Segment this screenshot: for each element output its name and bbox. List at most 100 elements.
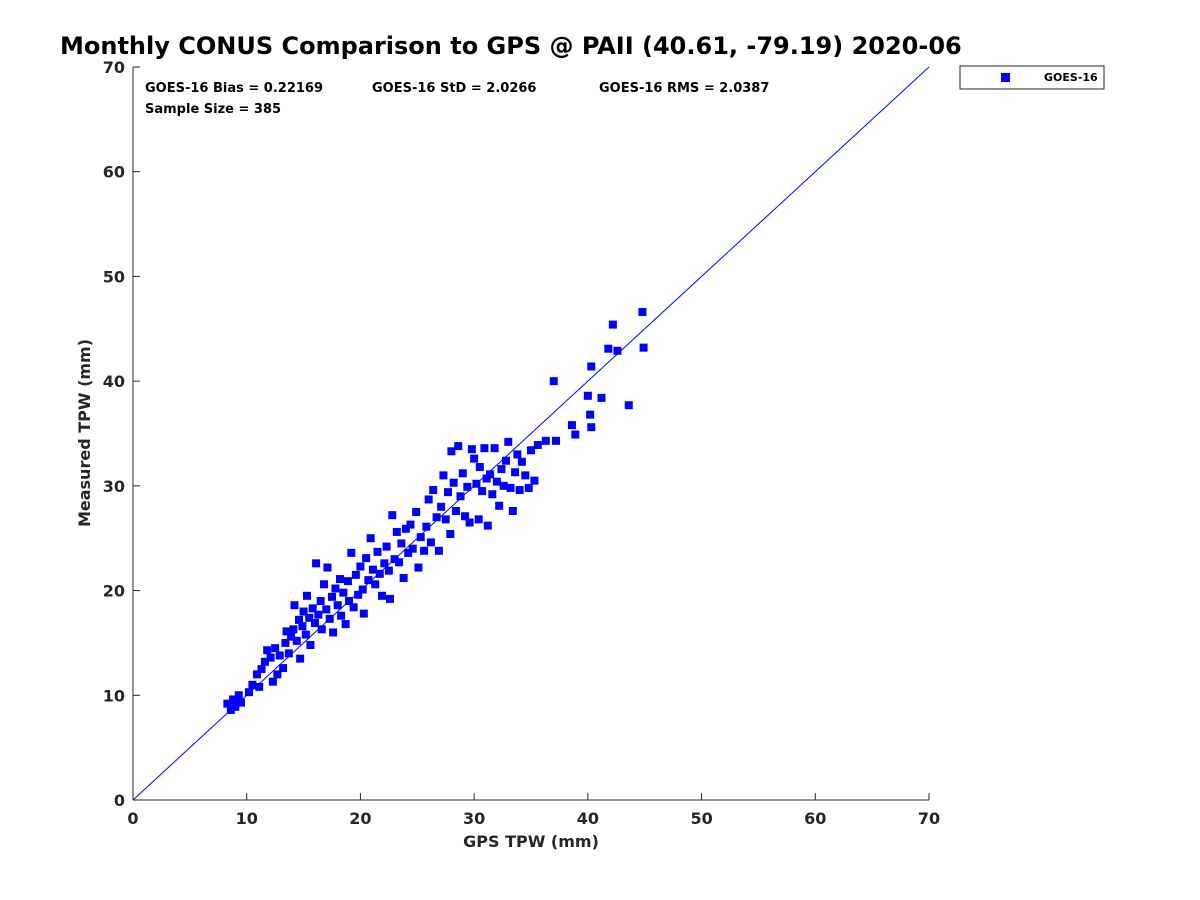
data-point xyxy=(613,346,622,355)
std-stat: GOES-16 StD = 2.0266 xyxy=(372,81,536,96)
data-point xyxy=(414,563,423,572)
data-point xyxy=(482,474,491,483)
data-point xyxy=(447,447,456,456)
data-point xyxy=(441,515,450,524)
data-point xyxy=(604,344,613,353)
data-point xyxy=(368,565,377,574)
data-point xyxy=(273,670,282,679)
y-tick-label: 10 xyxy=(103,686,125,705)
y-tick-label: 30 xyxy=(103,477,125,496)
data-point xyxy=(343,577,352,586)
data-point xyxy=(298,622,307,631)
data-point xyxy=(296,654,305,663)
data-point xyxy=(524,483,533,492)
y-tick-label: 0 xyxy=(114,791,125,810)
data-point xyxy=(567,421,576,430)
data-point xyxy=(329,628,338,637)
y-tick-label: 40 xyxy=(103,372,125,391)
data-point xyxy=(317,625,326,634)
data-point xyxy=(320,580,329,589)
data-point xyxy=(323,563,332,572)
data-point xyxy=(483,521,492,530)
data-point xyxy=(497,465,506,474)
data-point xyxy=(314,610,323,619)
data-point xyxy=(349,603,358,612)
data-point xyxy=(252,670,261,679)
x-tick-label: 30 xyxy=(463,809,485,828)
data-point xyxy=(492,477,501,486)
data-point xyxy=(517,457,526,466)
y-tick-label: 50 xyxy=(103,267,125,286)
data-point xyxy=(461,512,470,521)
data-point xyxy=(310,619,319,628)
x-tick-label: 50 xyxy=(690,809,712,828)
data-point xyxy=(527,446,535,455)
data-point xyxy=(458,469,467,478)
data-point xyxy=(275,651,284,660)
data-points xyxy=(223,308,648,714)
data-point xyxy=(420,546,429,555)
data-point xyxy=(347,548,356,557)
data-point xyxy=(638,308,647,317)
data-point xyxy=(255,682,264,691)
data-point xyxy=(495,501,504,510)
data-point xyxy=(571,430,580,439)
data-point xyxy=(465,518,474,527)
data-point xyxy=(345,597,354,606)
data-point xyxy=(305,613,314,622)
data-point xyxy=(490,444,499,453)
sample-size-stat: Sample Size = 385 xyxy=(145,102,281,117)
data-point xyxy=(397,539,406,548)
data-point xyxy=(530,476,539,485)
y-tick-label: 20 xyxy=(103,582,125,601)
legend-label: GOES-16 xyxy=(1044,71,1098,84)
data-point xyxy=(451,506,460,515)
x-tick-label: 0 xyxy=(127,809,138,828)
data-point xyxy=(541,436,550,445)
data-point xyxy=(552,436,561,445)
data-point xyxy=(404,548,413,557)
data-point xyxy=(295,615,304,624)
data-point xyxy=(356,562,365,571)
data-point xyxy=(281,638,290,647)
data-point xyxy=(328,592,336,601)
data-point xyxy=(226,705,235,714)
data-point xyxy=(375,569,384,578)
data-point xyxy=(322,605,331,614)
y-tick-label: 70 xyxy=(103,58,125,77)
data-point xyxy=(533,441,542,450)
data-point xyxy=(408,544,417,553)
data-point xyxy=(499,481,508,490)
bias-stat: GOES-16 Bias = 0.22169 xyxy=(145,81,323,96)
data-point xyxy=(597,393,606,402)
data-point xyxy=(426,538,435,547)
data-point xyxy=(475,463,484,472)
data-point xyxy=(412,508,421,517)
data-point xyxy=(424,495,433,504)
data-point xyxy=(624,401,633,410)
data-point xyxy=(501,456,510,465)
data-point xyxy=(467,445,476,454)
data-point xyxy=(406,520,415,529)
data-point xyxy=(434,546,443,555)
data-point xyxy=(268,677,277,686)
data-point xyxy=(339,588,348,597)
chart-title: Monthly CONUS Comparison to GPS @ PAII (… xyxy=(60,32,962,60)
data-point xyxy=(263,646,272,655)
data-point xyxy=(390,555,399,564)
data-point xyxy=(364,576,373,585)
data-point xyxy=(587,423,596,432)
data-point xyxy=(521,471,530,480)
data-point xyxy=(443,488,452,497)
identity-reference-line xyxy=(132,66,930,801)
data-point xyxy=(513,450,522,459)
data-point xyxy=(511,468,520,477)
data-point xyxy=(292,636,301,645)
x-tick-label: 40 xyxy=(577,809,599,828)
data-point xyxy=(358,585,367,594)
data-point xyxy=(446,530,455,539)
data-point xyxy=(515,486,524,495)
data-point xyxy=(456,492,465,501)
plot-area: 0 10 20 30 40 50 60 70 0 10 20 30 40 50 60 70 xyxy=(103,58,940,828)
data-point xyxy=(335,575,344,584)
